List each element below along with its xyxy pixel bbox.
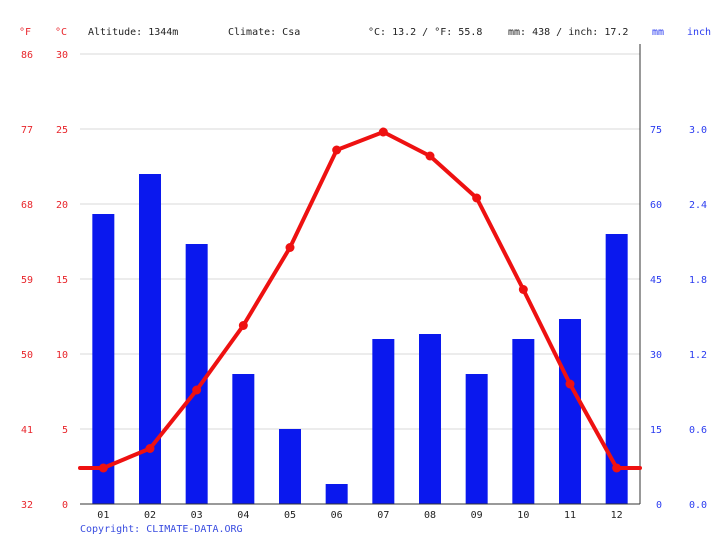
inch-tick-label: 3.0	[689, 125, 707, 136]
fahrenheit-tick-label: 50	[21, 350, 33, 361]
celsius-tick-label: 0	[62, 500, 68, 511]
temperature-point	[285, 243, 295, 252]
right-unit-inch: inch	[687, 27, 711, 38]
month-tick-label: 05	[284, 510, 296, 521]
mm-tick-label: 30	[650, 350, 662, 361]
inch-tick-label: 0.6	[689, 425, 707, 436]
precipitation-bar	[559, 319, 581, 504]
fahrenheit-tick-label: 32	[21, 500, 33, 511]
tick-labels: 0 32 5 41 10 50 15 59 20 68 25 77 30 86 0 0.0 15 0.6 30 1.2…	[21, 50, 707, 521]
month-tick-label: 03	[191, 510, 203, 521]
axes	[80, 44, 641, 505]
temperature-point	[332, 145, 342, 155]
precipitation-bar	[465, 374, 488, 504]
fahrenheit-tick-label: 77	[21, 125, 33, 136]
month-tick-label: 07	[377, 510, 389, 521]
temperature-point	[612, 463, 622, 473]
precipitation-bar	[279, 429, 301, 504]
precipitation-bar	[325, 484, 348, 504]
celsius-tick-label: 5	[62, 425, 68, 436]
temperature-point	[425, 151, 435, 161]
precipitation-bar	[92, 214, 115, 504]
precipitation-bar	[372, 339, 395, 504]
celsius-tick-label: 20	[56, 200, 68, 211]
inch-tick-label: 0.0	[689, 500, 707, 511]
celsius-tick-label: 15	[56, 275, 68, 286]
temperature-point	[98, 463, 108, 473]
temperature-point	[565, 379, 575, 389]
left-unit-celsius: °C	[55, 27, 67, 38]
altitude-label: Altitude: 1344m	[88, 27, 178, 38]
mm-tick-label: 75	[650, 125, 662, 136]
celsius-tick-label: 10	[56, 350, 68, 361]
inch-tick-label: 1.2	[689, 350, 707, 361]
temperature-point	[518, 285, 528, 294]
temperature-summary: °C: 13.2 / °F: 55.8	[368, 27, 482, 38]
temperature-point	[238, 321, 248, 330]
celsius-tick-label: 30	[56, 50, 68, 61]
mm-tick-label: 0	[656, 500, 662, 511]
precipitation-summary: mm: 438 / inch: 17.2	[508, 27, 628, 38]
temperature-point	[378, 127, 388, 137]
month-tick-label: 01	[97, 510, 109, 521]
temperature-point	[472, 193, 482, 203]
climate-label: Climate: Csa	[228, 27, 300, 38]
mm-tick-label: 45	[650, 275, 662, 286]
mm-tick-label: 15	[650, 425, 662, 436]
temperature-point	[145, 444, 155, 453]
left-unit-fahrenheit: °F	[19, 27, 31, 38]
temperature-series-line	[78, 130, 642, 470]
temperature-line	[78, 127, 642, 473]
precipitation-bar	[512, 339, 535, 504]
month-tick-label: 02	[144, 510, 156, 521]
inch-tick-label: 1.8	[689, 275, 707, 286]
precipitation-bars	[92, 174, 628, 504]
precipitation-bar	[139, 174, 161, 504]
fahrenheit-tick-label: 86	[21, 50, 33, 61]
fahrenheit-tick-label: 41	[21, 425, 33, 436]
precipitation-bar	[419, 334, 441, 504]
month-tick-label: 04	[237, 510, 249, 521]
month-tick-label: 08	[424, 510, 436, 521]
mm-tick-label: 60	[650, 200, 662, 211]
month-tick-label: 06	[331, 510, 343, 521]
temperature-point	[192, 385, 202, 395]
grid-lines	[80, 53, 640, 430]
precipitation-bar	[232, 374, 255, 504]
month-tick-label: 09	[471, 510, 483, 521]
fahrenheit-tick-label: 59	[21, 275, 33, 286]
right-unit-mm: mm	[652, 27, 664, 38]
precipitation-bar	[185, 244, 208, 504]
inch-tick-label: 2.4	[689, 200, 707, 211]
fahrenheit-tick-label: 68	[21, 200, 33, 211]
copyright-label: Copyright: CLIMATE-DATA.ORG	[80, 524, 243, 535]
precipitation-bar	[605, 234, 628, 504]
celsius-tick-label: 25	[56, 125, 68, 136]
month-tick-label: 11	[564, 510, 576, 521]
month-tick-label: 12	[611, 510, 623, 521]
month-tick-label: 10	[517, 510, 529, 521]
